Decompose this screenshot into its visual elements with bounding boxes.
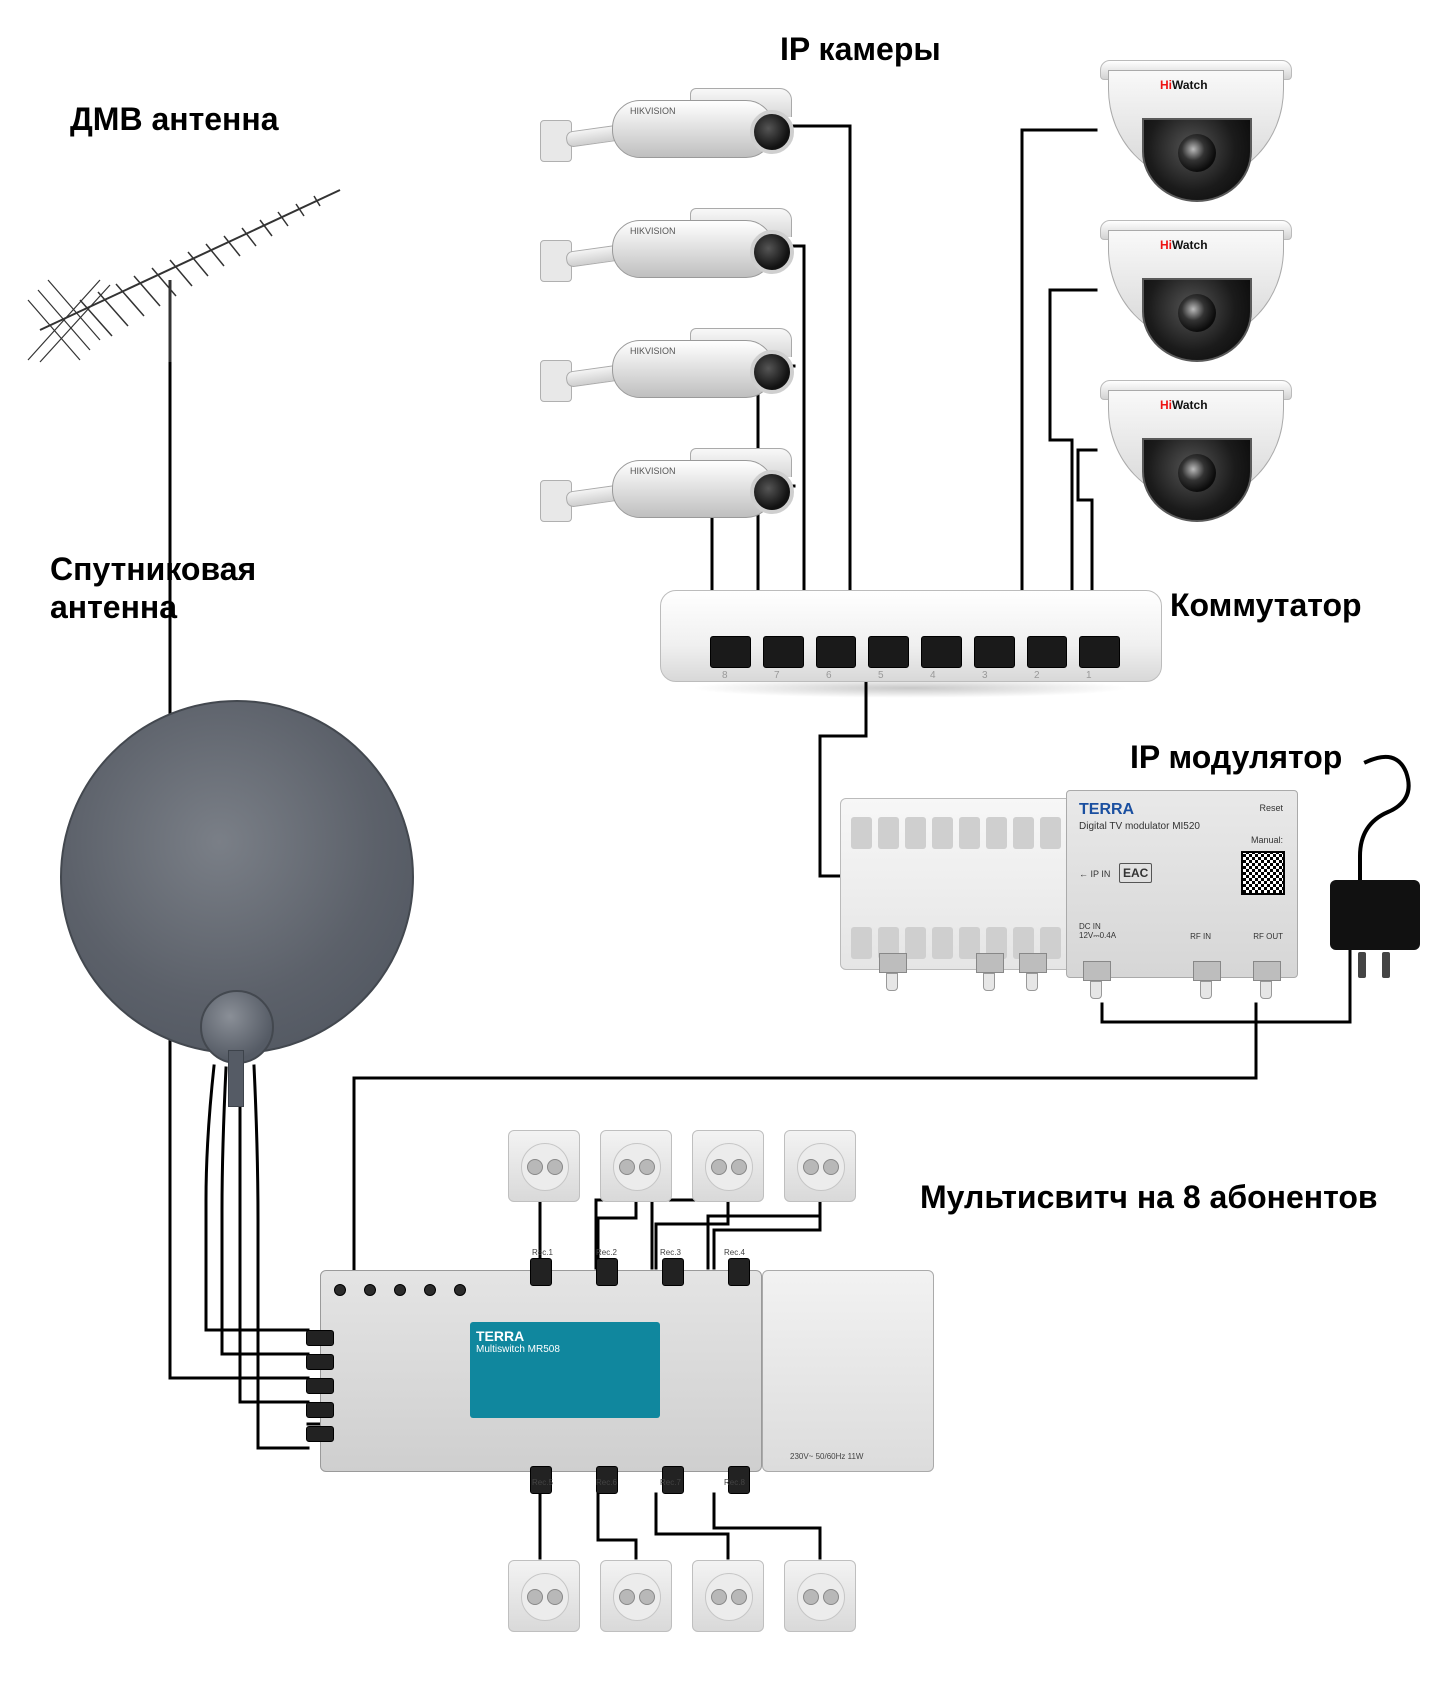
port-number: 4 <box>930 670 936 681</box>
bullet-camera-icon: HIKVISION <box>540 200 790 290</box>
network-switch-icon: 8 7 6 5 4 3 2 1 <box>660 590 1160 700</box>
camera-brand: HiWatch <box>1160 398 1208 412</box>
port-number: 6 <box>826 670 832 681</box>
multiswitch-nameplate: TERRA Multiswitch MR508 <box>470 1322 660 1418</box>
diagram-canvas: { "canvas": { "width": 1440, "height": 1… <box>0 0 1440 1685</box>
rf-in-label: RF IN <box>1190 932 1211 941</box>
tv-outlet-icon <box>508 1130 580 1202</box>
switch-ports <box>710 636 1120 670</box>
tv-outlet-icon <box>600 1130 672 1202</box>
rec-label: Rec.4 <box>724 1248 745 1257</box>
label-sat-antenna: Спутниковая антенна <box>50 550 256 627</box>
port-number: 7 <box>774 670 780 681</box>
port-number: 1 <box>1086 670 1092 681</box>
power-adapter-icon <box>1310 760 1430 960</box>
tv-outlet-icon <box>692 1560 764 1632</box>
tv-outlet-icon <box>784 1130 856 1202</box>
qr-code-icon <box>1241 851 1285 895</box>
uhf-antenna-icon <box>20 150 360 360</box>
tv-outlet-icon <box>508 1560 580 1632</box>
rec-label: Rec.3 <box>660 1248 681 1257</box>
rf-out-label: RF OUT <box>1253 932 1283 941</box>
tv-outlet-icon <box>600 1560 672 1632</box>
psu-rating: 230V~ 50/60Hz 11W <box>790 1452 863 1461</box>
ip-modulator-icon: TERRA Digital TV modulator MI520 Reset M… <box>840 790 1300 990</box>
eac-mark-icon: EAC <box>1119 863 1152 883</box>
port-number: 8 <box>722 670 728 681</box>
tv-outlet-icon <box>692 1130 764 1202</box>
dome-camera-icon: HiWatch <box>1100 220 1290 370</box>
rec-label: Rec.5 <box>532 1478 553 1487</box>
rec-label: Rec.1 <box>532 1248 553 1257</box>
port-number: 2 <box>1034 670 1040 681</box>
reset-label: Reset <box>1259 803 1283 813</box>
camera-brand: HIKVISION <box>630 106 676 116</box>
camera-brand: HIKVISION <box>630 466 676 476</box>
rec-label: Rec.2 <box>596 1248 617 1257</box>
port-number: 5 <box>878 670 884 681</box>
bullet-camera-icon: HIKVISION <box>540 80 790 170</box>
multiswitch-icon: TERRA Multiswitch MR508 Rec.1 Rec.2 Rec.… <box>320 1230 940 1510</box>
rec-label: Rec.6 <box>596 1478 617 1487</box>
port-number: 3 <box>982 670 988 681</box>
label-switch: Коммутатор <box>1170 586 1362 624</box>
dome-camera-icon: HiWatch <box>1100 380 1290 530</box>
rec-label: Rec.8 <box>724 1478 745 1487</box>
modulator-model: Digital TV modulator MI520 <box>1079 821 1200 832</box>
rec-label: Rec.7 <box>660 1478 681 1487</box>
camera-brand: HIKVISION <box>630 226 676 236</box>
dome-camera-icon: HiWatch <box>1100 60 1290 210</box>
modulator-brand: TERRA <box>1079 801 1134 819</box>
camera-brand: HIKVISION <box>630 346 676 356</box>
manual-label: Manual: <box>1251 835 1283 845</box>
camera-brand: HiWatch <box>1160 238 1208 252</box>
satellite-dish-icon <box>60 700 440 1100</box>
label-ip-cameras: IP камеры <box>780 30 941 68</box>
ip-in-label: ← IP IN <box>1079 869 1110 879</box>
tv-outlet-icon <box>784 1560 856 1632</box>
label-uhf-antenna: ДМВ антенна <box>70 100 279 138</box>
dc-in-label: DC IN 12V⎓0.4A <box>1079 922 1116 941</box>
label-multiswitch: Мультисвитч на 8 абонентов <box>920 1178 1378 1216</box>
bullet-camera-icon: HIKVISION <box>540 320 790 410</box>
camera-brand: HiWatch <box>1160 78 1208 92</box>
bullet-camera-icon: HIKVISION <box>540 440 790 530</box>
